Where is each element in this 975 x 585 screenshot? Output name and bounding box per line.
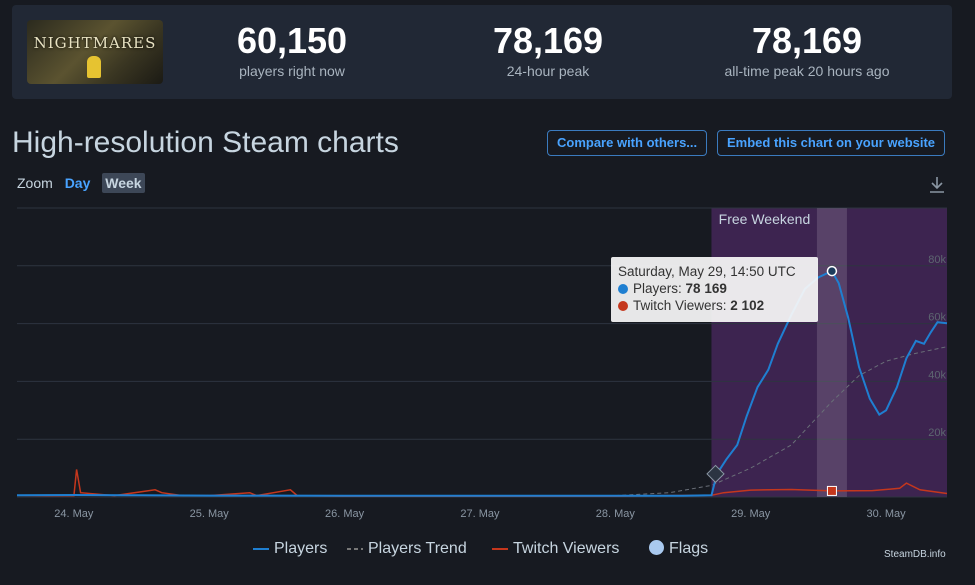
stat-24h-peak-label: 24-hour peak [506,63,590,79]
page-title: High-resolution Steam charts [12,126,399,159]
x-tick-label: 25. May [190,508,230,520]
x-tick-label: 27. May [460,508,500,520]
twitch-dot-icon [618,301,628,311]
legend-twitch-viewers[interactable]: Twitch Viewers [492,540,619,558]
flag-marker [706,464,725,484]
y-tick-label: 80k [928,254,946,266]
flags-circle-icon [649,540,664,555]
y-tick-label: 60k [928,312,946,324]
stat-current-value: 60,150 [236,20,348,61]
legend-players-trend-label: Players Trend [368,540,467,557]
tooltip-twitch-label: Twitch Viewers: [633,298,727,313]
legend-players-trend[interactable]: Players Trend [347,540,467,558]
x-tick-label: 26. May [325,508,365,520]
y-tick-label: 20k [928,427,946,439]
players-line [16,269,948,497]
hover-highlight-column [816,208,847,497]
stat-all-time-peak-value: 78,169 [751,20,863,61]
legend-flags[interactable]: Flags [649,540,708,558]
free-weekend-band [711,208,947,497]
zoom-label: Zoom [17,175,53,191]
download-icon[interactable] [927,175,947,195]
trend-dashed-line-icon [347,547,363,550]
embed-chart-button[interactable]: Embed this chart on your website [717,130,946,156]
free-weekend-label: Free Weekend [719,211,811,227]
y-tick-label: 40k [928,369,946,381]
zoom-controls: Zoom Day Week [17,173,153,193]
compare-button[interactable]: Compare with others... [547,130,708,156]
x-tick-label: 29. May [731,508,771,520]
game-logo[interactable]: NIGHTMARES [27,20,163,84]
legend-flags-label: Flags [669,540,709,557]
raincoat-figure-icon [87,56,101,78]
stat-24h-peak: 78,169 24-hour peak [478,20,618,80]
stat-current: 60,150 players right now [222,20,362,80]
x-tick-label: 30. May [867,508,907,520]
tooltip-players-label: Players: [633,281,682,296]
x-tick-label: 28. May [596,508,636,520]
twitch-line-icon [492,547,508,550]
game-logo-text: NIGHTMARES [33,34,157,52]
stat-all-time-peak-label: all-time peak 20 hours ago [724,63,890,79]
stats-bar: NIGHTMARES 60,150 players right now 78,1… [12,5,952,99]
stat-24h-peak-value: 78,169 [492,20,604,61]
stat-current-label: players right now [239,63,345,79]
legend-players-label: Players [274,540,328,557]
legend-players[interactable]: Players [253,540,327,558]
twitch-hover-point [826,485,837,496]
zoom-week-button[interactable]: Week [102,173,145,193]
tooltip-players-value: 78 169 [685,281,727,296]
players-hover-point [826,265,838,277]
legend-twitch-viewers-label: Twitch Viewers [513,540,620,557]
player-chart[interactable]: Free Weekend 20k 40k 60k 80k 24. May 25. May 26… [0,200,975,530]
zoom-day-button[interactable]: Day [64,175,91,191]
tooltip-twitch-value: 2 102 [730,298,765,313]
credit-text: SteamDB.info [884,549,946,560]
tooltip-date: Saturday, May 29, 14:50 UTC [618,264,796,279]
tooltip-twitch-row: Twitch Viewers: 2 102 [618,297,811,314]
stat-all-time-peak: 78,169 all-time peak 20 hours ago [707,20,907,80]
chart-tooltip: Saturday, May 29, 14:50 UTC Players: 78 … [611,257,818,322]
players-line-icon [253,547,269,550]
players-dot-icon [618,284,628,294]
x-tick-label: 24. May [54,508,94,520]
tooltip-players-row: Players: 78 169 [618,280,811,297]
